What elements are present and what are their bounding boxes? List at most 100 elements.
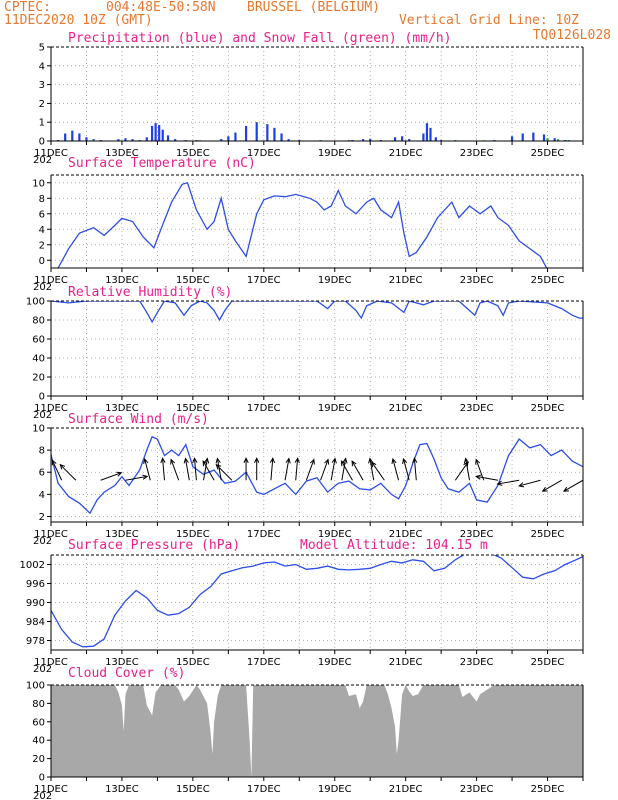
y-tick-label: 2: [39, 99, 45, 110]
wind-arrowhead: [342, 457, 348, 464]
y-tick-label: 100: [26, 297, 45, 308]
y-tick-label: 40: [32, 736, 45, 747]
precip-bar: [244, 125, 248, 141]
header-coords: 004:48E-50:58N: [106, 0, 216, 15]
panel-3: 0 20 40 60 80 100 11DEC 13DEC 15DEC 17DEC 19DEC 21D…: [26, 285, 584, 421]
wind-arrowhead: [215, 463, 222, 470]
wind-arrowhead: [324, 458, 330, 465]
wind-arrow: [295, 458, 299, 481]
x-tick-label: 11DEC: [34, 403, 68, 414]
x-tick-label: 15DEC: [176, 275, 210, 286]
wind-arrowhead: [309, 458, 315, 465]
wind-arrowhead: [170, 458, 176, 465]
precip-bar: [131, 139, 134, 141]
x-tick-label: 19DEC: [318, 148, 352, 159]
x-tick-label: 15DEC: [176, 657, 210, 668]
wind-arrow: [369, 458, 375, 481]
precip-bar: [287, 139, 290, 141]
panels: 0 1 2 3 4 5 11DEC 13DEC 15DEC 17DEC 19DEC 21DEC 23DE…: [20, 31, 584, 800]
wind-arrow: [341, 458, 347, 481]
precip-bar: [401, 136, 404, 141]
precip-bar: [85, 137, 88, 141]
x-tick-label: 21DEC: [389, 403, 423, 414]
y-tick-label: 996: [26, 579, 45, 590]
wind-arrow: [330, 458, 336, 481]
panel-title: Cloud Cover (%): [68, 666, 185, 681]
x-year-fragment: 202: [33, 664, 52, 675]
precip-bar: [166, 135, 170, 141]
wind-arrow: [185, 458, 190, 481]
y-tick-label: 4: [39, 61, 45, 72]
x-tick-label: 21DEC: [389, 148, 423, 159]
wind-arrowhead: [463, 457, 470, 464]
wind-arrow: [203, 458, 208, 481]
x-tick-label: 19DEC: [318, 529, 352, 540]
x-tick-label: 25DEC: [531, 275, 565, 286]
precip-bar: [408, 139, 411, 141]
y-tick-label: 6: [39, 468, 45, 479]
wind-arrow: [215, 464, 233, 481]
x-tick-label: 21DEC: [389, 275, 423, 286]
precip-bar: [161, 129, 164, 141]
wind-arrowhead: [254, 457, 260, 463]
precip-bar: [429, 127, 432, 141]
x-tick-label: 11DEC: [34, 784, 68, 795]
wind-arrow: [320, 459, 329, 481]
x-tick-label: 19DEC: [318, 275, 352, 286]
precip-bar: [174, 139, 177, 141]
wind-arrow: [284, 458, 290, 481]
y-tick-label: 10: [32, 178, 45, 189]
header-grid-note: Vertical Grid Line: 10Z: [399, 13, 579, 28]
x-tick-label: 13DEC: [105, 148, 139, 159]
precip-bar: [434, 137, 437, 141]
x-tick-label: 15DEC: [176, 784, 210, 795]
precip-bar: [510, 136, 514, 141]
wind-arrow: [51, 460, 63, 481]
panel-title: Surface Wind (m/s): [68, 412, 209, 427]
precip-bar: [266, 124, 269, 141]
wind-arrow: [100, 472, 122, 481]
wind-arrow: [497, 479, 520, 485]
y-tick-label: 0: [39, 137, 45, 148]
series-line: [51, 301, 583, 324]
header-run: 11DEC2020 10Z (GMT): [4, 13, 153, 28]
y-tick-label: 0: [39, 773, 45, 784]
y-tick-label: 5: [39, 43, 45, 54]
wind-arrow: [270, 458, 274, 481]
x-tick-label: 17DEC: [247, 529, 281, 540]
header-location: BRUSSEL (BELGIUM): [247, 0, 380, 15]
precip-bar: [92, 139, 95, 141]
precip-bar: [532, 132, 535, 141]
y-tick-label: 4: [39, 490, 45, 501]
x-tick-label: 23DEC: [460, 784, 494, 795]
precip-bar: [227, 136, 230, 141]
wind-arrowhead: [142, 474, 149, 480]
wind-arrow: [144, 458, 151, 481]
precip-bar: [150, 125, 154, 141]
wind-arrowhead: [412, 457, 418, 464]
wind-arrowhead: [285, 457, 291, 464]
x-tick-label: 13DEC: [105, 403, 139, 414]
precip-bar: [553, 138, 556, 141]
panel-title: Surface Pressure (hPa): [68, 538, 240, 553]
snow-bar: [546, 138, 549, 141]
wind-arrowhead: [402, 457, 408, 464]
precip-bar: [158, 125, 161, 141]
x-tick-label: 25DEC: [531, 529, 565, 540]
wind-arrow: [125, 475, 148, 481]
x-tick-label: 23DEC: [460, 275, 494, 286]
wind-arrowhead: [391, 457, 397, 464]
panel-title: Precipitation (blue) and Snow Fall (gree…: [68, 31, 452, 46]
x-tick-label: 19DEC: [318, 403, 352, 414]
x-tick-label: 23DEC: [460, 657, 494, 668]
precip-bar: [393, 137, 397, 141]
x-year-fragment: 202: [33, 536, 52, 547]
wind-arrowhead: [51, 459, 57, 466]
y-tick-label: 978: [26, 636, 45, 647]
y-tick-label: 4: [39, 225, 45, 236]
y-tick-label: 0: [39, 392, 45, 403]
precip-bar: [280, 133, 283, 141]
x-tick-label: 25DEC: [531, 784, 565, 795]
x-year-fragment: 202: [33, 410, 52, 421]
